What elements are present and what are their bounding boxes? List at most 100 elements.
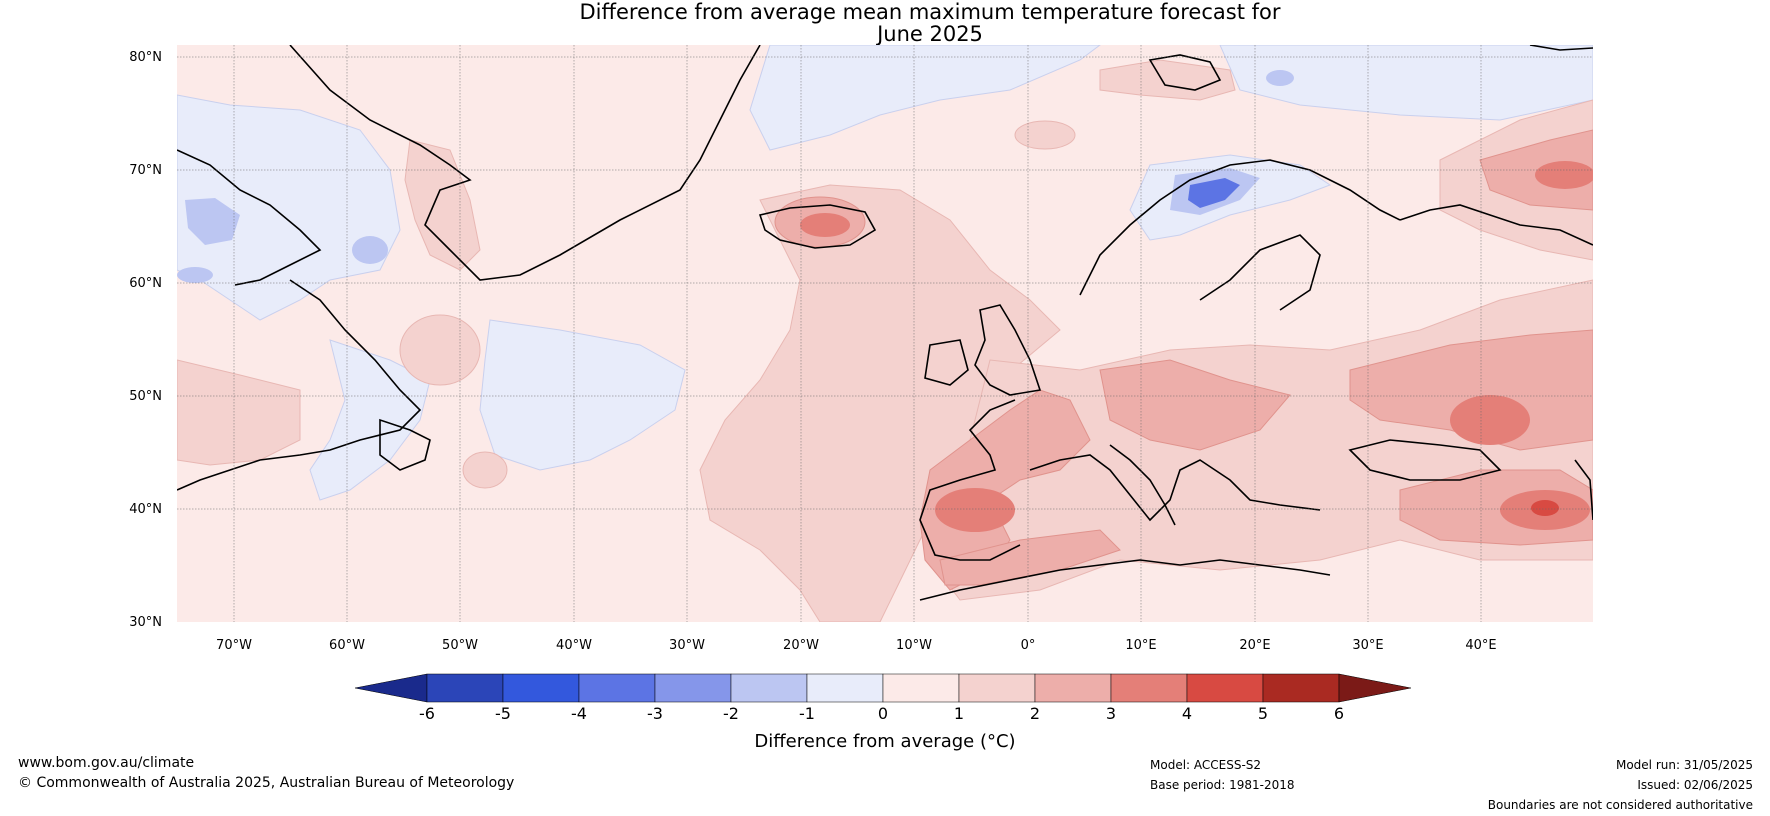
coast-mediterranean (1029, 454, 1321, 522)
colorbar-tick-label: -1 (799, 704, 815, 723)
colorbar: -6 -5 -4 -3 -2 -1 0 1 2 3 4 5 6 Difference from aver… (354, 673, 1412, 752)
cool-region-mid-atlantic (479, 319, 686, 471)
lon-label: 20°W (783, 638, 819, 653)
coast-europe-west (919, 399, 1021, 561)
cool-core-svalbard (1266, 70, 1294, 86)
colorbar-segment (1110, 673, 1188, 703)
cool-core-baffin (352, 236, 388, 264)
lon-label: 30°E (1352, 638, 1383, 653)
warm-region-mid-ocean (399, 314, 481, 386)
coast-black-sea (1348, 439, 1502, 481)
anomaly-contours (177, 45, 1593, 622)
colorbar-tick-label: 6 (1334, 704, 1344, 723)
colorbar-tick-label: -3 (647, 704, 663, 723)
colorbar-segment (882, 673, 960, 703)
coast-baffin (177, 149, 322, 286)
cool-region-canada (177, 94, 401, 321)
coast-greenland (289, 45, 761, 281)
hottest-core-caucasus (1531, 500, 1559, 516)
coast-iceland (758, 204, 877, 249)
lon-label: 10°W (896, 638, 932, 653)
lon-label: 50°W (442, 638, 478, 653)
cool-core-canada (185, 198, 240, 245)
colorbar-tick-label: 1 (954, 704, 964, 723)
colorbar-segment (578, 673, 656, 703)
colorbar-segment (654, 673, 732, 703)
cold-core-scandinavia (1188, 178, 1240, 208)
warm-region-atlantic (699, 184, 1061, 622)
coast-newfoundland (379, 418, 431, 471)
hot-core-iceland (800, 213, 850, 237)
colorbar-segment (426, 673, 504, 703)
coast-italy (1109, 444, 1176, 526)
lat-label: 30°N (129, 615, 162, 630)
lon-label: 60°W (329, 638, 365, 653)
map-plot-area: 80°N 70°N 60°N 50°N 40°N 30°N 70°W 60°W … (129, 45, 1593, 653)
coast-baltic (1199, 234, 1321, 311)
coast-novaya-zemlya (1529, 45, 1593, 51)
warm-region-north-sea (1099, 59, 1236, 101)
colorbar-tick-label: -4 (571, 704, 587, 723)
cool-region-arctic (749, 45, 1101, 151)
footer-website: www.bom.gov.au/climate (18, 755, 195, 771)
latitude-labels: 80°N 70°N 60°N 50°N 40°N 30°N (129, 50, 162, 630)
lat-label: 40°N (129, 502, 162, 517)
colorbar-segment (730, 673, 808, 703)
warm-core-ukraine (1349, 329, 1593, 451)
warm-region-nova-scotia (177, 359, 301, 466)
footer-issued: Issued: 02/06/2025 (1637, 778, 1753, 792)
lon-label: 20°E (1239, 638, 1270, 653)
colorbar-tick-label: -2 (723, 704, 739, 723)
colorbar-tick-label: -5 (495, 704, 511, 723)
coast-russia-north (1399, 204, 1593, 246)
cool-core-labrador (177, 267, 213, 283)
warm-core-north-africa (939, 529, 1121, 586)
warm-region-west-atlantic (462, 451, 508, 489)
chart-title-line2: June 2025 (877, 22, 983, 46)
lat-label: 50°N (129, 389, 162, 404)
cool-region-barents (1219, 45, 1593, 121)
colorbar-segment (502, 673, 580, 703)
graticule (177, 45, 1593, 622)
colorbar-tick-label: 5 (1258, 704, 1268, 723)
colorbar-segment (806, 673, 884, 703)
colorbar-segment (1186, 673, 1264, 703)
lon-label: 10°E (1125, 638, 1156, 653)
colorbar-tick-label: 4 (1182, 704, 1192, 723)
coast-svalbard (1148, 54, 1222, 91)
lat-label: 70°N (129, 163, 162, 178)
footer-base-period: Base period: 1981-2018 (1150, 778, 1295, 792)
lon-label: 70°W (216, 638, 252, 653)
chart-title-line1: Difference from average mean maximum tem… (579, 0, 1281, 24)
lon-label: 40°E (1465, 638, 1496, 653)
footer-model-run: Model run: 31/05/2025 (1615, 758, 1753, 772)
footer-disclaimer: Boundaries are not considered authoritat… (1487, 798, 1753, 812)
warm-core-balkans (1099, 359, 1291, 451)
coast-north-africa (919, 559, 1331, 601)
colorbar-tick-label: -6 (419, 704, 435, 723)
colorbar-tick-label: 3 (1106, 704, 1116, 723)
hot-core-russia (1535, 161, 1593, 189)
colorbar-extend-high (1338, 673, 1412, 703)
colorbar-segment (1262, 673, 1340, 703)
longitude-labels: 70°W 60°W 50°W 40°W 30°W 20°W 10°W 0° 10… (216, 638, 1497, 653)
colorbar-segment (958, 673, 1036, 703)
coast-british-isles (974, 304, 1042, 396)
lat-label: 80°N (129, 50, 162, 65)
coast-caspian (1574, 459, 1593, 521)
warm-core-iberia-france (919, 389, 1091, 591)
colorbar-ticks: -6 -5 -4 -3 -2 -1 0 1 2 3 4 5 6 (419, 704, 1344, 723)
coast-scandinavia (1079, 159, 1401, 296)
warm-region-norway-sea (1014, 120, 1076, 150)
lon-label: 30°W (669, 638, 705, 653)
hot-core-iberia (935, 488, 1015, 532)
coastlines (177, 45, 1593, 601)
colorbar-label: Difference from average (°C) (754, 731, 1015, 752)
lon-label: 40°W (556, 638, 592, 653)
colorbar-extend-low (354, 673, 428, 703)
footer-copyright: © Commonwealth of Australia 2025, Austra… (18, 775, 515, 791)
lon-label: 0° (1021, 638, 1036, 653)
colorbar-tick-label: 2 (1030, 704, 1040, 723)
colorbar-tick-label: 0 (878, 704, 888, 723)
hot-core-ukraine (1450, 395, 1530, 445)
